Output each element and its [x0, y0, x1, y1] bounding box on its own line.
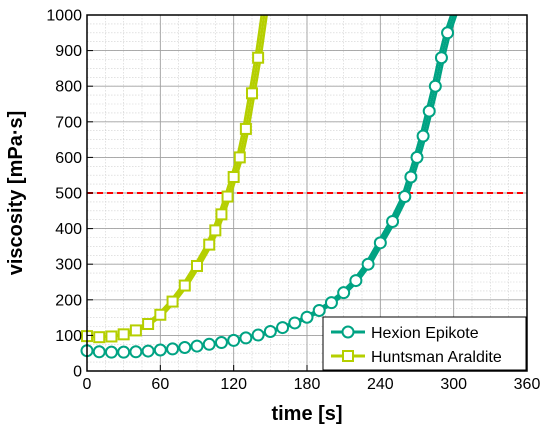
data-point: [428, 79, 442, 93]
data-point: [92, 345, 106, 359]
y-tick-label: 500: [55, 186, 82, 203]
y-tick-label: 200: [55, 292, 82, 309]
data-point: [203, 238, 216, 251]
data-point: [191, 259, 203, 272]
x-axis-ticks: 0 60 120 180 240 300 360: [83, 365, 541, 393]
legend: Hexion Epikote Huntsman Araldite: [322, 316, 527, 371]
data-point: [214, 336, 228, 350]
series-2: [81, 14, 268, 344]
data-point: [410, 150, 424, 164]
data-point: [105, 330, 118, 343]
data-point: [104, 345, 118, 359]
data-point: [441, 26, 455, 40]
y-axis-label: viscosity [mPa·s]: [5, 111, 27, 276]
y-tick-label: 400: [55, 221, 82, 238]
x-axis-label: time [s]: [271, 403, 342, 425]
y-tick-label: 600: [55, 150, 82, 167]
data-point: [398, 190, 412, 204]
data-point: [166, 295, 179, 308]
x-tick-label: 0: [83, 376, 92, 393]
data-point: [166, 342, 180, 356]
data-point: [233, 151, 246, 164]
x-tick-label: 240: [367, 376, 394, 393]
data-point: [386, 214, 400, 228]
data-point: [239, 122, 252, 135]
legend-box: [322, 316, 527, 371]
data-point: [190, 339, 204, 353]
legend-items: Hexion Epikote Huntsman Araldite: [331, 325, 502, 366]
data-point: [404, 170, 418, 184]
data-point: [202, 337, 216, 351]
series-1: [80, 14, 458, 359]
data-point: [373, 236, 387, 250]
data-point: [337, 286, 351, 300]
x-tick-label: 180: [294, 376, 321, 393]
data-point: [246, 87, 258, 100]
x-tick-label: 60: [151, 376, 169, 393]
y-tick-label: 0: [73, 364, 82, 381]
data-point: [215, 208, 228, 221]
legend-label: Hexion Epikote: [371, 325, 479, 342]
data-point: [129, 345, 143, 359]
data-point: [227, 170, 240, 183]
data-point: [117, 345, 131, 359]
legend-label: Huntsman Araldite: [371, 349, 502, 366]
data-point: [141, 344, 155, 358]
data-point: [312, 303, 326, 317]
data-point: [349, 274, 363, 288]
y-axis-ticks: 0 100 200 300 400 500 600 700 800 900 1000: [46, 8, 93, 381]
data-point: [142, 318, 155, 331]
data-point: [154, 308, 167, 321]
y-tick-label: 100: [55, 328, 82, 345]
data-point: [251, 328, 265, 342]
y-tick-label: 1000: [46, 8, 82, 25]
data-point: [422, 104, 436, 118]
x-tick-label: 120: [220, 376, 247, 393]
data-point: [178, 341, 192, 355]
data-point: [227, 333, 241, 347]
data-point: [434, 51, 448, 65]
data-point: [416, 129, 430, 143]
data-point: [263, 324, 277, 338]
data-point: [361, 257, 375, 271]
series-group: [80, 14, 458, 359]
y-tick-label: 800: [55, 79, 82, 96]
y-tick-label: 900: [55, 43, 82, 60]
data-point: [288, 316, 302, 330]
data-point: [93, 331, 106, 344]
data-point: [129, 324, 142, 337]
data-point: [117, 328, 130, 341]
data-point: [153, 343, 167, 357]
x-tick-label: 360: [514, 376, 541, 393]
y-tick-label: 700: [55, 114, 82, 131]
legend-marker: [341, 325, 355, 339]
data-point: [209, 224, 222, 237]
y-tick-label: 300: [55, 257, 82, 274]
data-point: [300, 310, 314, 324]
legend-marker: [342, 350, 354, 362]
x-tick-label: 300: [440, 376, 467, 393]
data-point: [239, 331, 253, 345]
data-point: [252, 51, 265, 64]
data-point: [221, 190, 234, 203]
data-point: [178, 279, 191, 292]
data-point: [276, 321, 290, 335]
data-point: [324, 296, 338, 310]
